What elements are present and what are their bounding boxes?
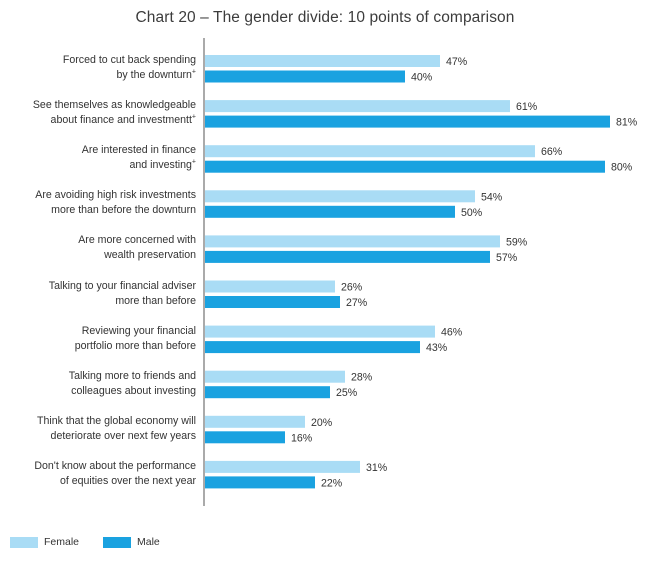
bar-female-4 bbox=[205, 235, 500, 248]
bar-male-1 bbox=[205, 115, 610, 128]
category-label-line: Reviewing your financial bbox=[81, 324, 196, 337]
data-label-female-7: 28% bbox=[351, 372, 373, 384]
category-label-line: Talking more to friends and bbox=[68, 369, 196, 382]
legend-label-male: Male bbox=[137, 536, 160, 548]
footnote-mark: + bbox=[191, 113, 196, 121]
category-label-line: and investing+ bbox=[129, 158, 196, 172]
bar-female-8 bbox=[205, 415, 305, 428]
category-label-line: Are avoiding high risk investments bbox=[35, 189, 196, 202]
category-label-2: Are interested in finance and investing+ bbox=[0, 143, 196, 173]
category-label-line: wealth preservation bbox=[104, 249, 196, 262]
data-label-male-8: 16% bbox=[291, 432, 313, 444]
category-label-line: Are more concerned with bbox=[78, 234, 196, 247]
bar-female-1 bbox=[205, 100, 510, 113]
data-label-female-0: 47% bbox=[446, 56, 468, 68]
category-label-line: about finance and investmentt+ bbox=[50, 113, 196, 127]
bar-male-5 bbox=[205, 296, 340, 308]
bar-male-8 bbox=[205, 431, 285, 444]
category-label-line: See themselves as knowledgeable bbox=[32, 99, 196, 112]
category-label-8: Think that the global economy will deteri… bbox=[0, 414, 196, 444]
category-label-line: portfolio more than before bbox=[74, 339, 196, 352]
category-label-line: by the downturn+ bbox=[116, 68, 196, 81]
data-label-female-9: 31% bbox=[366, 462, 388, 474]
bar-male-4 bbox=[205, 250, 490, 263]
category-label-line: more than before bbox=[115, 294, 196, 307]
bar-female-9 bbox=[205, 460, 360, 473]
category-label-1: See themselves as knowledgeable about fin… bbox=[0, 98, 196, 128]
data-label-female-8: 20% bbox=[311, 417, 333, 429]
bar-female-7 bbox=[205, 370, 345, 383]
data-label-female-6: 46% bbox=[441, 327, 463, 339]
data-label-male-1: 81% bbox=[616, 117, 638, 129]
bar-male-3 bbox=[205, 205, 455, 218]
category-label-line: Are interested in finance bbox=[81, 144, 196, 157]
data-label-male-9: 22% bbox=[321, 477, 343, 489]
data-label-male-3: 50% bbox=[461, 207, 483, 219]
category-label-6: Reviewing your financial portfolio more t… bbox=[0, 324, 196, 354]
category-label-line: more than before the downturn bbox=[51, 204, 196, 217]
bar-male-6 bbox=[205, 341, 420, 354]
bar-male-7 bbox=[205, 386, 330, 399]
legend-label-female: Female bbox=[44, 536, 80, 548]
data-label-male-2: 80% bbox=[611, 162, 633, 174]
category-label-line: Think that the global economy will bbox=[37, 414, 196, 427]
data-label-female-2: 66% bbox=[541, 146, 563, 158]
data-label-male-7: 25% bbox=[336, 387, 358, 399]
category-label-4: Are more concerned with wealth preservati… bbox=[0, 233, 196, 263]
category-label-0: Forced to cut back spending by the downtu… bbox=[0, 53, 196, 83]
data-label-male-5: 27% bbox=[346, 297, 368, 309]
chart-title: Chart 20 – The gender divide: 10 points … bbox=[135, 9, 515, 26]
footnote-mark: + bbox=[191, 158, 196, 166]
category-label-line: deteriorate over next few years bbox=[50, 429, 196, 442]
category-label-9: Don't know about the performance of equit… bbox=[0, 459, 196, 489]
legend-swatch-female bbox=[10, 536, 38, 548]
category-label-line: colleagues about investing bbox=[71, 384, 196, 397]
data-label-male-4: 57% bbox=[496, 252, 518, 264]
bar-male-2 bbox=[205, 160, 605, 173]
data-label-male-6: 43% bbox=[426, 342, 448, 354]
legend-item-female: Female bbox=[10, 536, 79, 548]
bar-female-5 bbox=[205, 280, 335, 293]
category-label-5: Talking to your financial adviser more th… bbox=[0, 279, 196, 309]
bar-male-9 bbox=[205, 476, 315, 489]
category-label-7: Talking more to friends and colleagues ab… bbox=[0, 369, 196, 399]
data-label-female-3: 54% bbox=[481, 191, 503, 203]
legend: Female Male bbox=[10, 534, 184, 550]
category-label-line: Talking to your financial adviser bbox=[48, 279, 196, 292]
category-label-3: Are avoiding high risk investments more t… bbox=[0, 188, 196, 218]
bar-female-6 bbox=[205, 325, 435, 338]
data-label-female-5: 26% bbox=[341, 282, 363, 294]
footnote-mark: + bbox=[191, 68, 196, 76]
category-label-line: Don't know about the performance bbox=[34, 459, 196, 472]
category-label-line: Forced to cut back spending bbox=[62, 54, 196, 66]
legend-swatch-male bbox=[103, 536, 132, 548]
data-label-female-1: 61% bbox=[516, 101, 538, 113]
bar-male-0 bbox=[205, 70, 405, 83]
data-label-female-4: 59% bbox=[506, 236, 528, 248]
bar-female-0 bbox=[205, 55, 440, 67]
bar-female-3 bbox=[205, 190, 475, 203]
category-label-line: of equities over the next year bbox=[59, 474, 196, 487]
data-label-male-0: 40% bbox=[411, 72, 433, 84]
bar-female-2 bbox=[205, 145, 535, 158]
legend-item-male: Male bbox=[103, 536, 160, 548]
